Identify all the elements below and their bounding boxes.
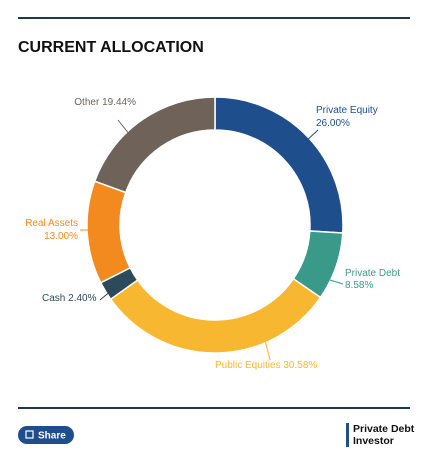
- logo: Private Debt Investor: [346, 423, 415, 447]
- slice-label: Public Equities 30.58%: [215, 360, 317, 371]
- logo-line: Investor: [353, 435, 394, 447]
- share-icon[interactable]: [25, 430, 34, 439]
- slice-label: Other 19.44%: [74, 97, 136, 108]
- slice-value: 13.00%: [44, 231, 78, 242]
- leader-line: [264, 339, 271, 361]
- slice-value: 19.44%: [102, 97, 136, 108]
- slice-value: 30.58%: [283, 360, 317, 371]
- leader-line: [117, 119, 131, 136]
- slice-name: Public Equities: [215, 360, 281, 371]
- share-button[interactable]: Share: [18, 426, 74, 444]
- slice-value: 8.58%: [345, 280, 373, 291]
- slice-value: 2.40%: [68, 293, 96, 304]
- slice-name: Private Debt: [345, 268, 400, 279]
- donut-slice: [93, 96, 216, 194]
- slice-name: Real Assets: [25, 218, 78, 229]
- logo-bar: [346, 423, 349, 447]
- leader-line: [304, 129, 319, 143]
- slice-name: Other: [74, 97, 100, 108]
- leader-line: [99, 289, 113, 301]
- slice-value: 26.00%: [316, 118, 350, 129]
- share-label[interactable]: Share: [38, 431, 66, 442]
- slice-label: Cash 2.40%: [42, 293, 97, 304]
- leader-line: [329, 279, 344, 285]
- logo-line: Private Debt: [353, 423, 415, 435]
- slice-name: Private Equity: [316, 105, 378, 116]
- chart-title: CURRENT ALLOCATION: [18, 39, 204, 56]
- slice-name: Cash: [42, 293, 65, 304]
